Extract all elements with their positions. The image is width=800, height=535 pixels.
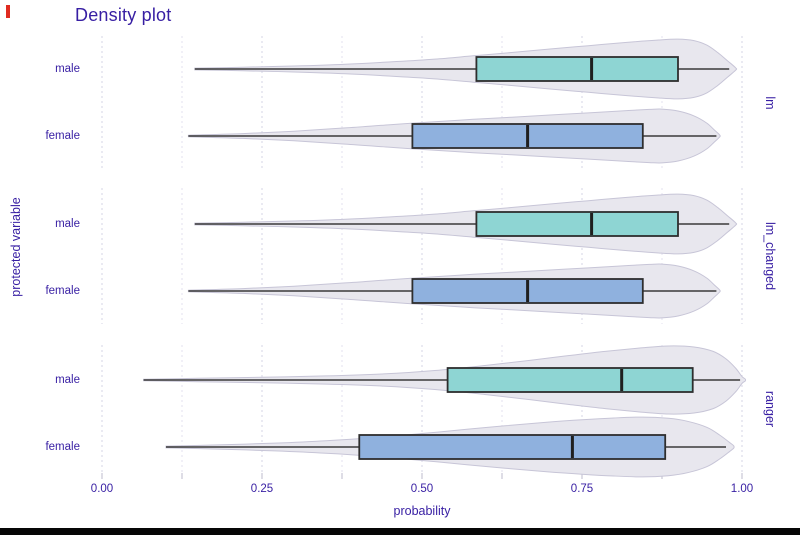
x-tick-label: 0.25	[250, 483, 274, 495]
x-tick-label: 0.00	[90, 483, 114, 495]
red-cursor-mark	[6, 5, 10, 18]
row-label-female: female	[45, 285, 80, 297]
box-male	[475, 211, 679, 237]
page-title: Density plot	[75, 5, 172, 25]
row-label-male: male	[55, 63, 80, 75]
x-tick-label: 0.75	[570, 483, 594, 495]
box-female	[358, 434, 667, 460]
row-label-male: male	[55, 374, 80, 386]
box-male	[475, 56, 679, 82]
x-tick-label: 1.00	[730, 483, 754, 495]
window-bottom-bar	[0, 528, 800, 535]
box-male	[446, 367, 694, 393]
facet-strip-lm-changed: lm_changed	[763, 221, 777, 291]
y-axis-title: protected variable	[9, 197, 23, 297]
facet-strip-ranger: ranger	[763, 390, 777, 428]
row-label-female: female	[45, 130, 80, 142]
facet-strip-lm: lm	[763, 96, 777, 110]
x-tick-label: 0.50	[410, 483, 434, 495]
row-label-male: male	[55, 218, 80, 230]
row-label-female: female	[45, 441, 80, 453]
x-axis-title: probability	[393, 504, 451, 518]
